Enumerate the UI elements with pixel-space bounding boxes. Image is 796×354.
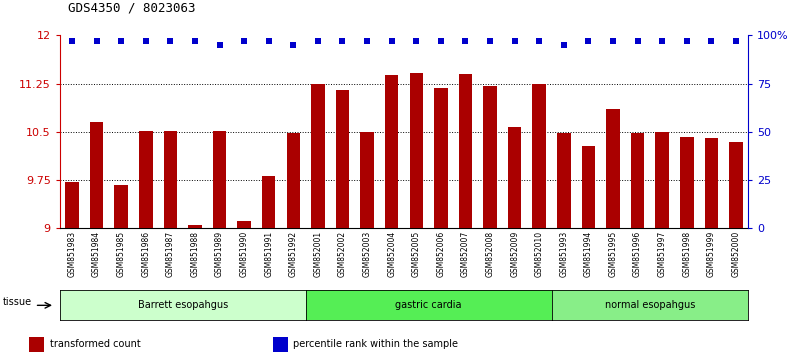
- Point: [631, 38, 644, 44]
- Text: tissue: tissue: [3, 297, 32, 307]
- Bar: [311, 84, 325, 228]
- Point: [705, 38, 718, 44]
- Point: [213, 42, 226, 48]
- Point: [582, 38, 595, 44]
- Point: [607, 38, 619, 44]
- Point: [164, 38, 177, 44]
- Bar: [607, 109, 620, 228]
- Bar: [630, 133, 644, 228]
- Point: [189, 38, 201, 44]
- Point: [385, 38, 398, 44]
- Bar: [115, 185, 128, 228]
- Point: [509, 38, 521, 44]
- Bar: [508, 127, 521, 228]
- Point: [65, 38, 78, 44]
- Point: [730, 38, 743, 44]
- Bar: [385, 75, 399, 228]
- Bar: [655, 132, 669, 228]
- Point: [311, 38, 324, 44]
- Text: GDS4350 / 8023063: GDS4350 / 8023063: [68, 1, 195, 14]
- Bar: [164, 131, 178, 228]
- Bar: [273, 337, 288, 352]
- Point: [681, 38, 693, 44]
- Bar: [680, 137, 693, 228]
- Point: [115, 38, 127, 44]
- Point: [557, 42, 570, 48]
- Bar: [582, 146, 595, 228]
- Bar: [533, 84, 546, 228]
- Bar: [483, 86, 497, 228]
- Bar: [90, 122, 103, 228]
- Point: [533, 38, 545, 44]
- Point: [238, 38, 251, 44]
- Bar: [704, 138, 718, 228]
- Bar: [458, 74, 472, 228]
- Bar: [213, 131, 226, 228]
- Bar: [361, 132, 374, 228]
- Point: [656, 38, 669, 44]
- Point: [287, 42, 299, 48]
- Bar: [557, 133, 571, 228]
- Point: [484, 38, 497, 44]
- Point: [435, 38, 447, 44]
- Bar: [237, 221, 251, 228]
- Bar: [336, 90, 349, 228]
- Text: percentile rank within the sample: percentile rank within the sample: [294, 339, 458, 349]
- Text: gastric cardia: gastric cardia: [396, 300, 462, 310]
- Text: transformed count: transformed count: [50, 339, 141, 349]
- Point: [361, 38, 373, 44]
- Point: [410, 38, 423, 44]
- Point: [459, 38, 472, 44]
- Bar: [287, 133, 300, 228]
- Text: normal esopahgus: normal esopahgus: [605, 300, 695, 310]
- Bar: [729, 142, 743, 228]
- Bar: [434, 88, 447, 228]
- Bar: [139, 131, 153, 228]
- Point: [90, 38, 103, 44]
- Bar: [188, 225, 201, 228]
- Text: Barrett esopahgus: Barrett esopahgus: [138, 300, 228, 310]
- Point: [263, 38, 275, 44]
- Point: [336, 38, 349, 44]
- Bar: [262, 176, 275, 228]
- Point: [139, 38, 152, 44]
- Bar: [409, 73, 423, 228]
- Bar: [65, 182, 79, 228]
- Bar: [29, 337, 45, 352]
